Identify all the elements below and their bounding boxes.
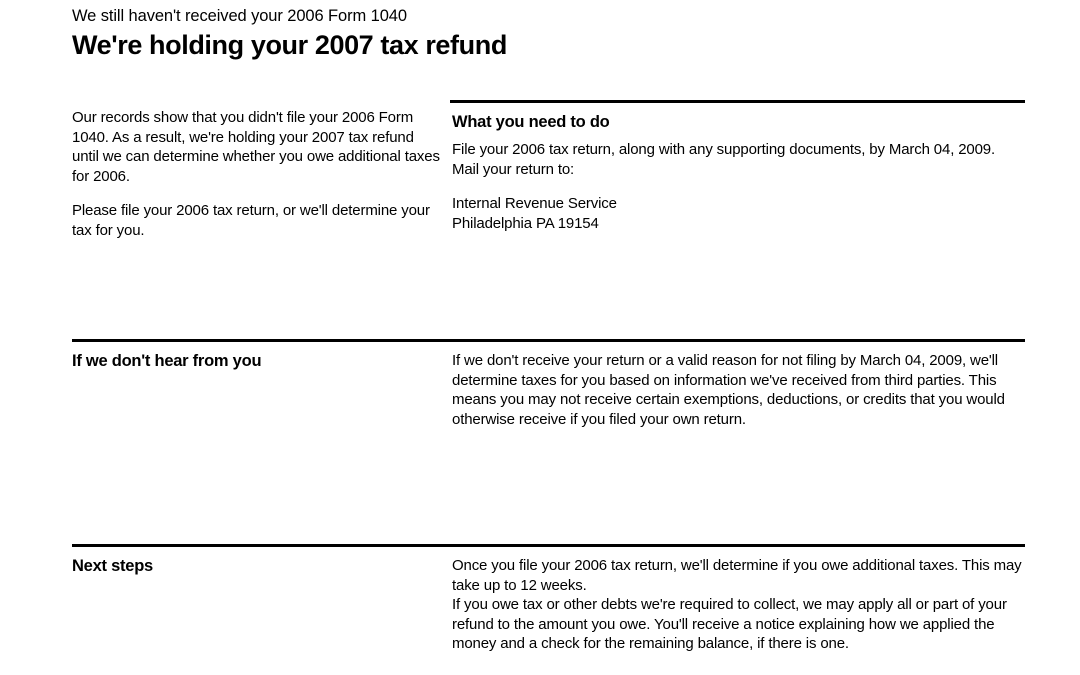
notice-subtitle: We still haven't received your 2006 Form… bbox=[72, 7, 407, 25]
section-left-column: Next steps bbox=[72, 547, 440, 576]
filing-instruction-paragraph: File your 2006 tax return, along with an… bbox=[452, 141, 996, 178]
page-title: We're holding your 2007 tax refund bbox=[72, 30, 507, 60]
mailing-address-line-2: Philadelphia PA 19154 bbox=[452, 214, 599, 232]
section-divider-rule bbox=[72, 544, 1025, 547]
mailing-address-line-1: Internal Revenue Service bbox=[452, 195, 617, 212]
section-left-column: If we don't hear from you bbox=[72, 342, 440, 371]
section-right-column: Once you file your 2006 tax return, we'l… bbox=[452, 547, 1025, 654]
notice-header: We still haven't received your 2006 Form… bbox=[72, 6, 1032, 62]
section-heading-next-steps: Next steps bbox=[72, 557, 153, 575]
intro-body: Our records show that you didn't file yo… bbox=[72, 103, 440, 240]
intro-paragraph-2: Please file your 2006 tax return, or we'… bbox=[72, 202, 430, 239]
what-you-need-to-do-body: File your 2006 tax return, along with an… bbox=[452, 132, 1025, 233]
next-steps-body: Once you file your 2006 tax return, we'l… bbox=[452, 547, 1025, 654]
section-left-column: Our records show that you didn't file yo… bbox=[72, 103, 440, 240]
section-divider-rule bbox=[450, 100, 1025, 103]
section-heading-if-we-dont-hear-from-you: If we don't hear from you bbox=[72, 352, 262, 370]
intro-paragraph-1: Our records show that you didn't file yo… bbox=[72, 109, 440, 185]
section-right-column: What you need to do File your 2006 tax r… bbox=[452, 103, 1025, 233]
no-response-paragraph-1: If we don't receive your return or a val… bbox=[452, 352, 1005, 428]
section-divider-rule bbox=[72, 339, 1025, 342]
next-steps-paragraph-2: If you owe tax or other debts we're requ… bbox=[452, 596, 1007, 652]
if-we-dont-hear-from-you-body: If we don't receive your return or a val… bbox=[452, 342, 1025, 429]
next-steps-paragraph-1: Once you file your 2006 tax return, we'l… bbox=[452, 557, 1022, 594]
section-heading-what-you-need-to-do: What you need to do bbox=[452, 113, 610, 131]
section-right-column: If we don't receive your return or a val… bbox=[452, 342, 1025, 429]
